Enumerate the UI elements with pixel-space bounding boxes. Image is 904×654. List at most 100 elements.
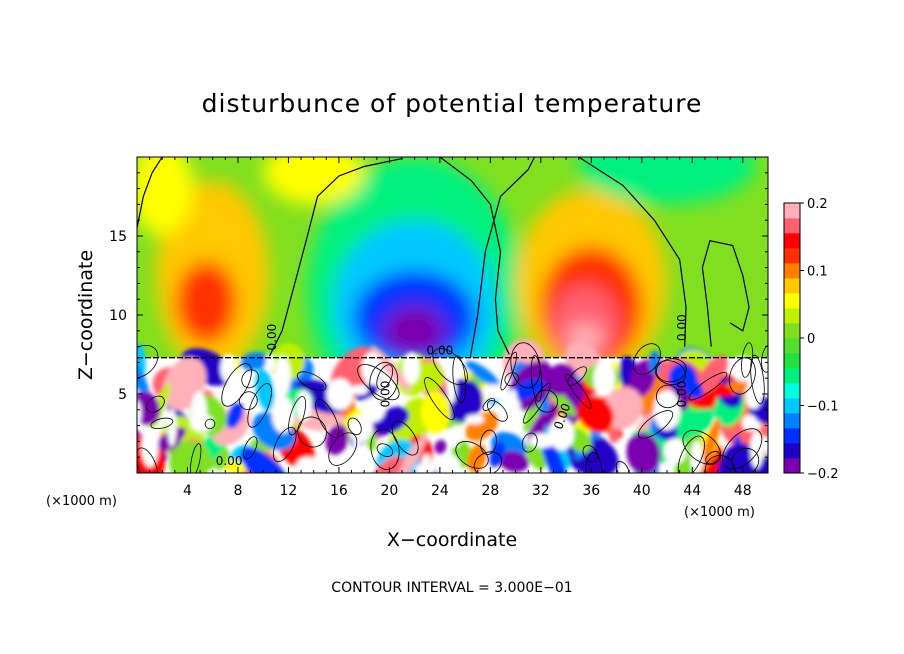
turbulent-gap-32 (446, 368, 457, 404)
x-tick-label-4: 4 (183, 483, 192, 499)
turbulent-contour-39 (655, 358, 687, 383)
turbulent-contour-47 (241, 369, 260, 389)
turbulent-layer (137, 339, 768, 473)
turbulent-gap-26 (745, 383, 763, 410)
turbulent-cell-15 (525, 443, 547, 470)
colorbar-tick-label-0: −0.2 (807, 467, 839, 482)
turbulent-gap-38 (190, 413, 214, 433)
turbulent-gap-7 (548, 417, 575, 451)
turbulent-contour-23 (391, 420, 419, 456)
turbulent-gap-35 (402, 351, 420, 385)
turbulent-gap-2 (265, 354, 276, 372)
x-tick-label-8: 8 (233, 483, 242, 499)
turbulent-contour-25 (376, 443, 394, 457)
x-tick-label-28: 28 (481, 483, 499, 499)
colorbar-swatch-17 (784, 203, 800, 219)
turbulent-contour-43 (750, 354, 765, 405)
turbulent-contour-21 (704, 455, 736, 473)
colorbar-swatch-1 (784, 443, 800, 459)
colorbar-swatch-11 (784, 293, 800, 309)
colorbar-swatch-13 (784, 263, 800, 279)
turbulent-contour-32 (530, 355, 543, 402)
anomaly-blob-10 (578, 157, 756, 205)
colorbar-swatch-4 (784, 398, 800, 414)
turbulent-contour-2 (357, 364, 400, 401)
anomaly-blob-3 (383, 305, 447, 357)
turbulent-contour-31 (705, 451, 721, 465)
contour-label-5: 0.00 (675, 381, 689, 408)
contour-label-6: 0.00 (216, 454, 243, 468)
turbulent-cell-53 (371, 455, 404, 473)
turbulent-gap-25 (361, 397, 386, 423)
colorbar-swatch-2 (784, 428, 800, 444)
plot-area: 0.000.000.000.000.000.000.00 (136, 156, 769, 474)
colorbar-tick-label-1: −0.1 (807, 400, 839, 415)
turbulent-contour-14 (487, 400, 508, 422)
turbulent-gap-18 (481, 384, 507, 401)
turbulent-cell-57 (499, 450, 530, 473)
turbulent-contour-50 (190, 443, 202, 473)
field-heatmap (137, 157, 768, 473)
turbulent-contour-55 (473, 451, 503, 473)
turbulent-contour-28 (146, 395, 165, 413)
turbulent-gap-31 (450, 425, 461, 448)
colorbar-swatch-12 (784, 278, 800, 294)
contour-label-0: 0.00 (265, 324, 279, 351)
x-tick-label-20: 20 (380, 483, 398, 499)
turbulent-cell-84 (489, 441, 506, 468)
colorbar-tick-label-2: 0 (807, 332, 815, 347)
turbulent-contour-8 (482, 397, 496, 411)
turbulent-contour-36 (523, 382, 552, 424)
x-axis-ticks: 4 8 12 16 20 24 28 32 36 40 44 48 (149, 157, 756, 499)
turbulent-contour-19 (722, 428, 763, 470)
turbulent-cell-136 (240, 447, 289, 473)
x-tick-label-36: 36 (582, 483, 600, 499)
contour-label-2: 0.00 (378, 381, 392, 408)
turbulent-contour-15 (369, 362, 399, 401)
turbulent-contour-53 (582, 445, 599, 463)
x-tick-label-44: 44 (683, 483, 701, 499)
turbulent-contour-49 (521, 432, 538, 453)
colorbar-swatch-15 (784, 233, 800, 249)
turbulent-contour-38 (637, 410, 674, 439)
zero-contour-0 (268, 158, 403, 357)
x-axis-unit-right: (×1000 m) (684, 505, 755, 520)
x-axis-label: X−coordinate (387, 529, 517, 551)
turbulent-contour-11 (452, 355, 467, 403)
turbulent-cell-149 (420, 391, 451, 434)
x-tick-label-12: 12 (280, 483, 298, 499)
turbulent-contour-24 (137, 344, 159, 379)
turbulent-cell-126 (465, 361, 500, 387)
turbulent-cell-100 (325, 424, 349, 455)
turbulent-contour-16 (677, 435, 705, 473)
zero-contour-3 (578, 157, 687, 347)
turbulent-contour-52 (221, 363, 252, 407)
turbulent-contour-51 (239, 391, 258, 411)
turbulent-cell-129 (629, 359, 656, 397)
anomaly-blob-11 (263, 157, 365, 205)
turbulent-cell-59 (694, 443, 723, 473)
turbulent-cell-72 (370, 345, 411, 392)
turbulent-contour-56 (328, 432, 358, 466)
turbulent-cell-165 (697, 355, 728, 394)
turbulent-cell-112 (541, 437, 567, 473)
colorbar-tick-label-4: 0.2 (807, 197, 828, 212)
turbulent-contour-12 (432, 348, 468, 386)
turbulent-contour-45 (137, 447, 159, 473)
turbulent-gap-0 (141, 426, 159, 468)
z-tick-label-5: 5 (118, 387, 127, 403)
z-tick-label-15: 15 (109, 229, 127, 245)
x-tick-label-24: 24 (431, 483, 449, 499)
turbulent-contour-10 (480, 429, 497, 455)
turbulent-contour-41 (654, 360, 686, 386)
turbulent-gap-30 (296, 390, 313, 422)
turbulent-cell-130 (215, 448, 230, 471)
turbulent-cell-71 (137, 354, 150, 399)
contour-label-1: 0.00 (427, 344, 454, 358)
zero-contour-2 (469, 157, 536, 358)
turbulent-contour-44 (424, 377, 455, 420)
turbulent-contour-5 (247, 383, 272, 428)
turbulent-contour-57 (615, 461, 630, 473)
turbulent-gap-5 (295, 456, 320, 473)
